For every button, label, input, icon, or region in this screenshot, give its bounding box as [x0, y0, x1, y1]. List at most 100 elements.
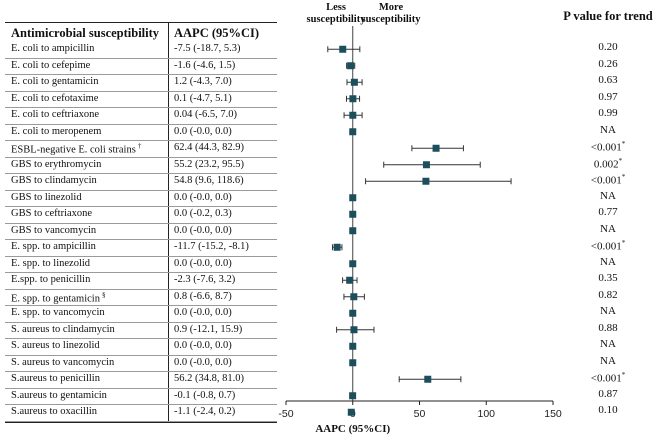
table-row: E. coli to cefotaxime 0.1 (-4.7, 5.1)	[5, 91, 277, 108]
pvalue-text: NA	[600, 305, 616, 318]
forest-row-mark	[346, 62, 356, 70]
table-row: S.aureus to oxacillin -1.1 (-2.4, 0.2)	[5, 404, 277, 422]
pvalue-text: 0.20	[598, 41, 618, 54]
forest-row-mark	[327, 45, 361, 53]
row-label: GBS to linezolid	[11, 192, 82, 203]
point-estimate-marker	[422, 161, 430, 169]
point-estimate-marker	[333, 243, 341, 251]
pvalue-cell: 0.35	[578, 272, 638, 284]
point-estimate-marker	[350, 326, 358, 334]
row-label: S. aureus to vancomycin	[11, 357, 114, 368]
table-row: E. coli to ceftriaxone 0.04 (-6.5, 7.0)	[5, 107, 277, 125]
pvalue-cell: 0.77	[578, 206, 638, 218]
table-row: E.spp. to penicillin -2.3 (-7.6, 3.2)	[5, 272, 277, 290]
pvalue-text: NA	[600, 222, 616, 235]
point-estimate-marker	[349, 359, 357, 367]
significance-mark: *	[621, 239, 626, 248]
row-label: GBS to vancomycin	[11, 225, 96, 236]
row-label-text: ESBL-negative E. coli strains	[11, 144, 136, 156]
forest-row-mark	[343, 293, 365, 301]
row-label: E. spp. to vancomycin	[11, 307, 105, 318]
row-aapc-value: -7.5 (-18.7, 5.3)	[174, 43, 241, 54]
row-label: S.aureus to oxacillin	[11, 406, 97, 417]
more-susceptibility-label: More susceptibility	[361, 2, 421, 25]
row-aapc-value: 0.0 (-0.0, 0.0)	[174, 224, 232, 236]
row-footnote-mark: †	[137, 142, 142, 150]
pvalue-cell: <0.001*	[578, 371, 638, 385]
forest-row-mark	[349, 210, 357, 218]
point-estimate-marker	[346, 276, 354, 284]
row-label: E. coli to cefepime	[11, 60, 90, 71]
row-label-text: E. coli to ceftriaxone	[11, 109, 100, 120]
x-tick-label: 100	[477, 408, 495, 420]
point-estimate-marker	[350, 78, 358, 86]
pvalue-text: 0.10	[598, 404, 618, 417]
point-estimate-marker	[347, 62, 355, 70]
pvalue-text: 0.82	[598, 288, 618, 301]
pvalue-text: 0.97	[598, 90, 618, 103]
table-row: E. spp. to ampicillin -11.7 (-15.2, -8.1)	[5, 239, 277, 257]
table-row: E. coli to gentamicin 1.2 (-4.3, 7.0)	[5, 74, 277, 92]
point-estimate-marker	[349, 210, 357, 218]
row-label-text: E. spp. to gentamicin	[11, 293, 100, 304]
row-label: E. coli to cefotaxime	[11, 93, 98, 104]
column-separator	[168, 23, 169, 422]
row-aapc-value: -0.1 (-0.8, 0.7)	[174, 389, 236, 401]
row-label-text: GBS to vancomycin	[11, 224, 97, 236]
pvalue-text: NA	[600, 354, 616, 367]
row-label-text: E. coli to ampicillin	[11, 43, 95, 54]
table-row: E. spp. to linezolid 0.0 (-0.0, 0.0)	[5, 256, 277, 273]
row-label: E. coli to ceftriaxone	[11, 109, 99, 120]
table-row: S. aureus to vancomycin 0.0 (-0.0, 0.0)	[5, 355, 277, 372]
pvalue-text: 0.99	[598, 107, 618, 120]
row-label: E. coli to gentamicin	[11, 76, 98, 87]
pvalue-cell: 0.88	[578, 322, 638, 334]
forest-row-mark	[342, 276, 358, 284]
row-label: S. aureus to linezolid	[11, 340, 100, 351]
row-aapc-value: -1.1 (-2.4, 0.2)	[174, 406, 236, 417]
forest-row-mark	[349, 309, 357, 317]
row-aapc-value: 1.2 (-4.3, 7.0)	[174, 76, 232, 87]
forest-row-mark	[383, 161, 481, 169]
row-label: GBS to erythromycin	[11, 159, 101, 170]
row-label-text: S.aureus to oxacillin	[11, 406, 98, 417]
table-row: E. coli to meropenem 0.0 (-0.0, 0.0)	[5, 124, 277, 141]
forest-row-mark	[349, 194, 357, 202]
point-estimate-marker	[349, 260, 357, 268]
significance-mark: *	[621, 173, 626, 182]
forest-row-mark	[365, 177, 512, 185]
pvalue-text: 0.77	[598, 206, 618, 219]
point-estimate-marker	[424, 375, 432, 383]
pvalue-text: 0.26	[598, 57, 618, 70]
pvalue-text: 0.35	[598, 272, 618, 285]
row-label-text: GBS to clindamycin	[11, 175, 97, 186]
row-label: E. spp. to linezolid	[11, 258, 90, 269]
significance-mark: *	[621, 371, 626, 380]
row-aapc-value: 0.0 (-0.0, 0.0)	[174, 125, 232, 137]
x-tick-label: 150	[544, 408, 562, 420]
point-estimate-marker	[339, 45, 347, 53]
point-estimate-marker	[349, 194, 357, 202]
table-row: GBS to linezolid 0.0 (-0.0, 0.0)	[5, 190, 277, 207]
pvalue-text: <0.001	[590, 141, 622, 154]
point-estimate-marker	[422, 177, 430, 185]
row-aapc-value: 55.2 (23.2, 95.5)	[174, 158, 244, 170]
point-estimate-marker	[349, 309, 357, 317]
forest-row-mark	[345, 95, 361, 103]
row-aapc-value: 0.0 (-0.2, 0.3)	[174, 208, 232, 219]
pvalue-text: <0.001	[590, 372, 622, 385]
forest-row-mark	[398, 375, 462, 383]
point-estimate-marker	[349, 95, 357, 103]
row-label: GBS to ceftriaxone	[11, 208, 92, 219]
row-aapc-value: -2.3 (-7.6, 3.2)	[174, 274, 236, 285]
x-tick-label: -50	[278, 408, 293, 420]
point-estimate-marker	[349, 392, 357, 400]
row-aapc-value: -11.7 (-15.2, -8.1)	[174, 241, 249, 252]
pvalue-cell: 0.20	[578, 41, 638, 53]
row-label-text: E. coli to cefepime	[11, 59, 91, 71]
point-estimate-marker	[349, 342, 357, 350]
point-estimate-marker	[350, 293, 358, 301]
pvalue-cell: <0.001*	[578, 239, 638, 253]
pvalue-text: <0.001	[590, 240, 622, 253]
